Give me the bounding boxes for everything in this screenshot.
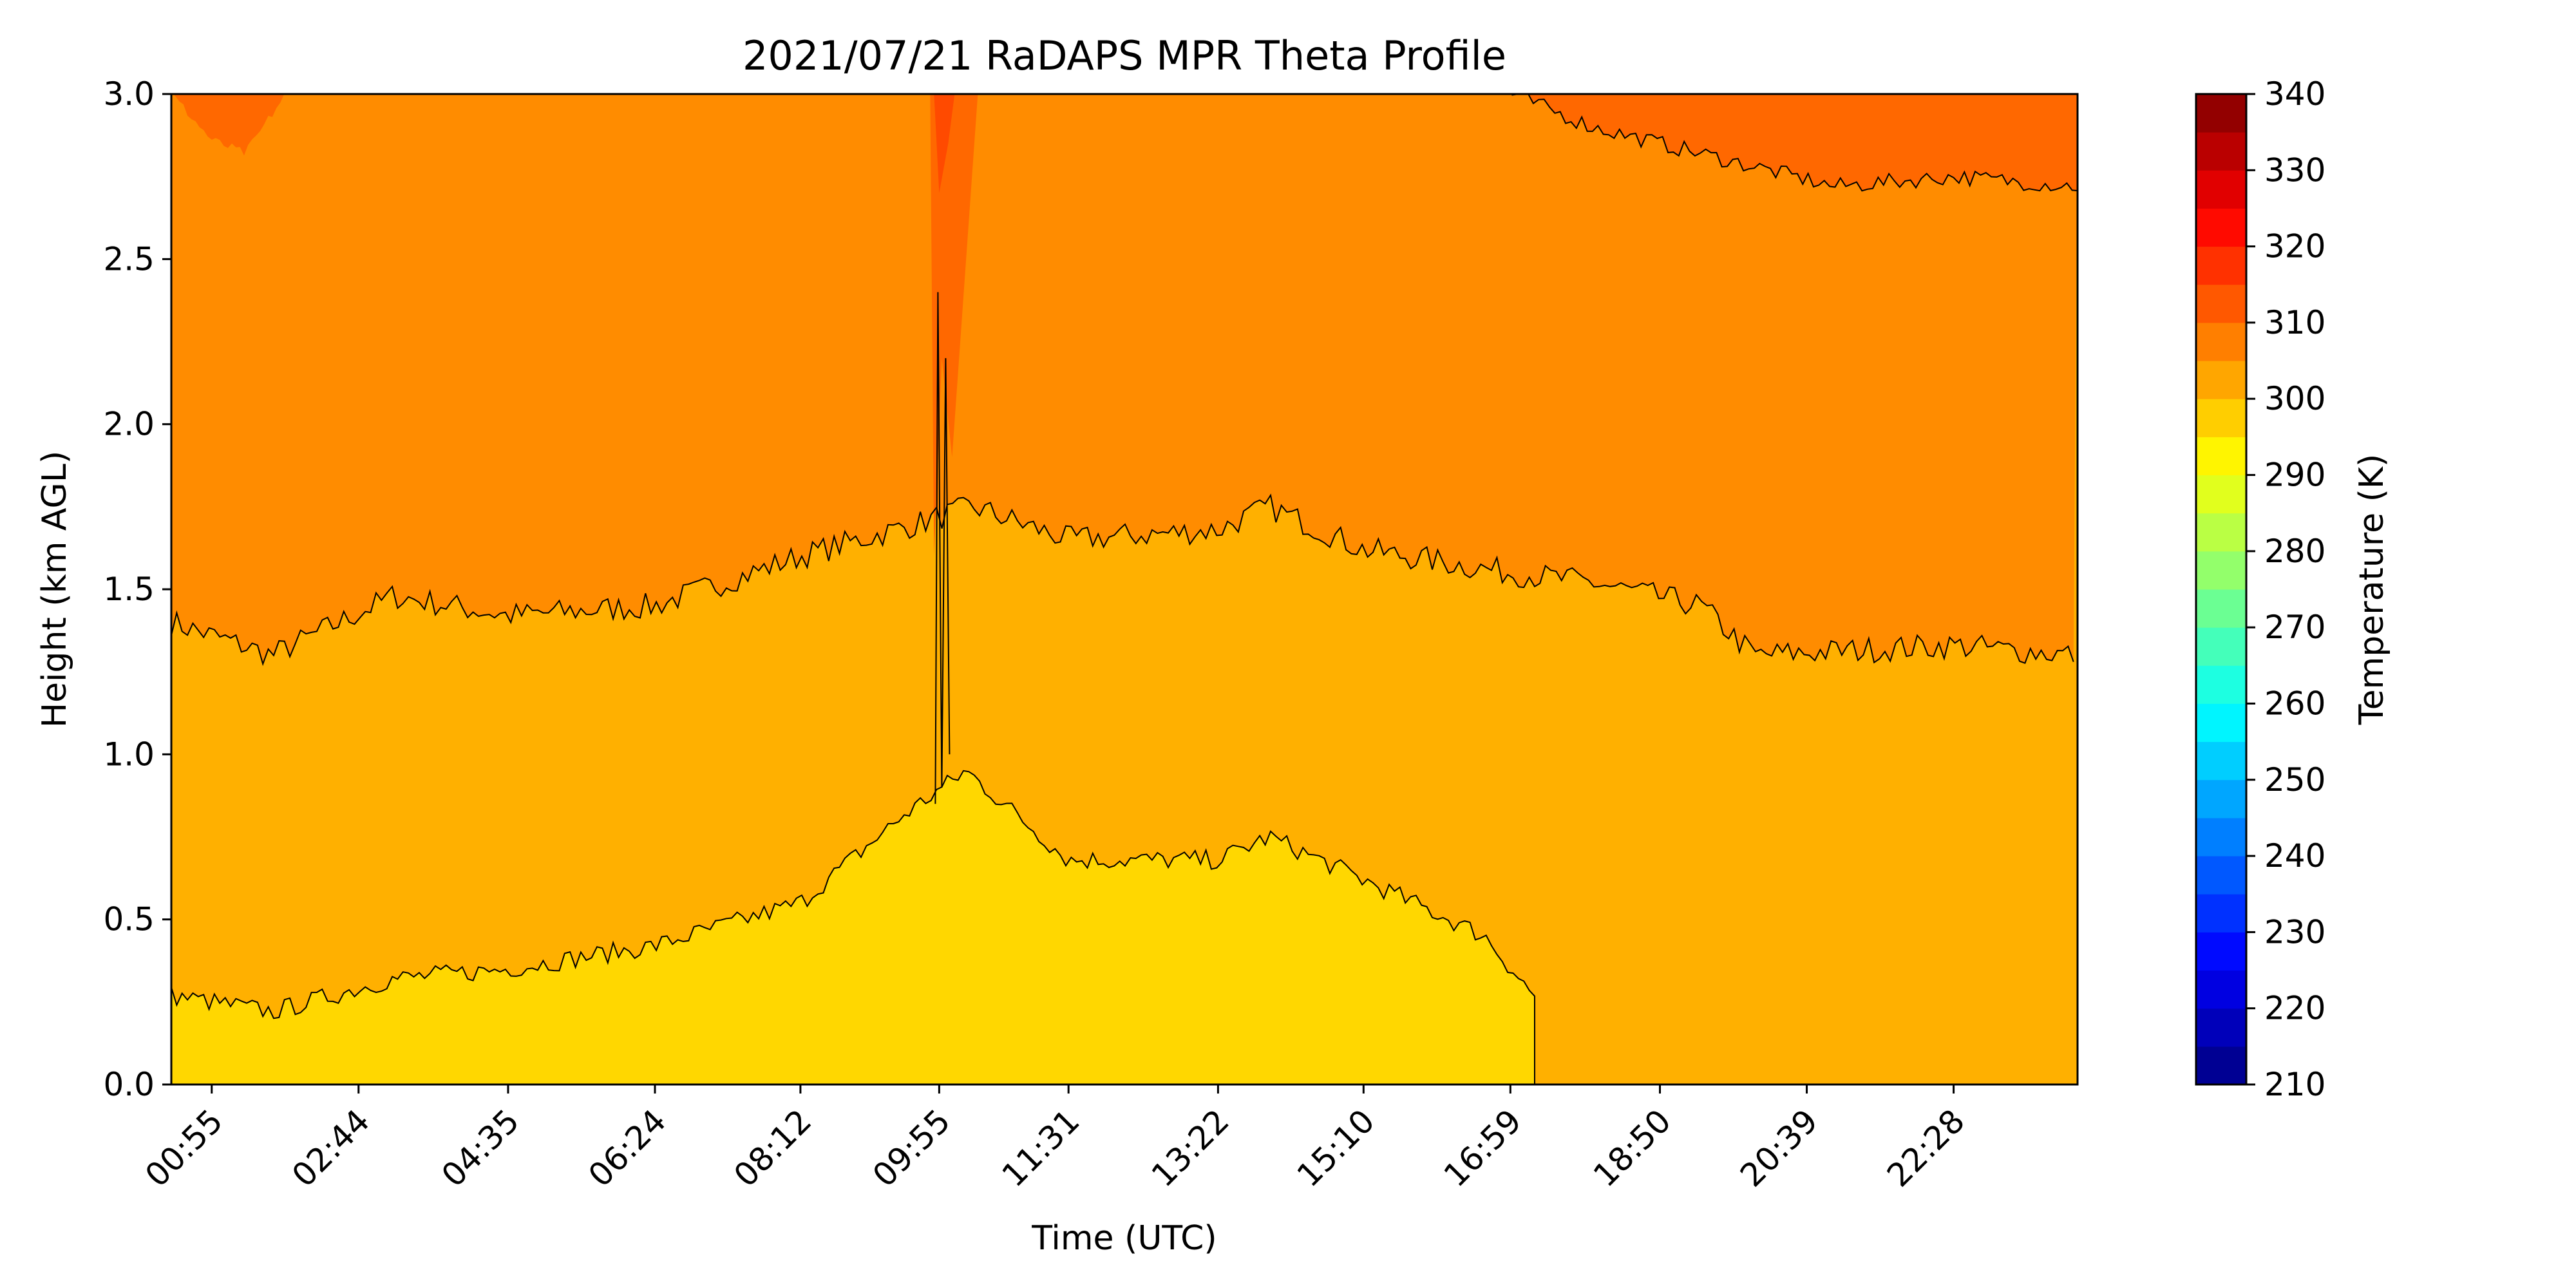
y-axis-label: Height (km AGL): [35, 451, 74, 728]
colorbar-tick-label: 220: [2264, 990, 2325, 1027]
colorbar-tick-label: 240: [2264, 837, 2325, 875]
colorbar-frame: [2195, 93, 2248, 1086]
colorbar-band: [2196, 1046, 2246, 1085]
colorbar-tick-label: 250: [2264, 761, 2325, 799]
colorbar-band: [2196, 513, 2246, 552]
x-axis: 00:55 02:44 04:35 06:24 08:12 09:55 11:31 13:22…: [138, 1084, 1972, 1194]
plot-area: [170, 93, 2079, 1086]
colorbar-band: [2196, 932, 2246, 971]
y-tick-label: 2.0: [103, 406, 155, 443]
colorbar-tick-label: 280: [2264, 533, 2325, 570]
y-tick-label: 1.5: [103, 571, 155, 608]
fill-310-315K-late: [1511, 94, 2078, 191]
colorbar-band: [2196, 741, 2246, 781]
colorbar-band: [2196, 627, 2246, 666]
y-tick-label: 1.0: [103, 735, 155, 773]
colorbar-label: Temperature (K): [2353, 454, 2391, 726]
fill-310-315K-early: [173, 94, 285, 156]
colorbar-band: [2196, 94, 2246, 133]
x-tick-label: 13:22: [1144, 1102, 1236, 1194]
colorbar-band: [2196, 246, 2246, 285]
colorbar-band: [2196, 437, 2246, 476]
y-tick-label: 0.5: [103, 901, 155, 938]
colorbar-tick-label: 310: [2264, 304, 2325, 341]
x-tick-label: 15:10: [1290, 1102, 1382, 1194]
contour-310K: [1511, 94, 2078, 192]
colorbar-band: [2196, 399, 2246, 437]
y-tick-label: 2.5: [103, 240, 155, 278]
colorbar-band: [2196, 475, 2246, 514]
contour-300K: [171, 770, 1535, 1084]
x-tick-label: 02:44: [285, 1102, 377, 1194]
colorbar-band: [2196, 589, 2246, 628]
chart-title: 2021/07/21 RaDAPS MPR Theta Profile: [743, 32, 1506, 79]
y-tick-label: 0.0: [103, 1066, 155, 1103]
colorbar-band: [2196, 361, 2246, 399]
x-tick-label: 18:50: [1586, 1102, 1678, 1194]
fill-305-310K: [171, 94, 2078, 664]
contour-spike: [934, 292, 951, 804]
colorbar-tick-label: 330: [2264, 151, 2325, 189]
colorbar-band: [2196, 1008, 2246, 1047]
colorbar-band: [2196, 132, 2246, 171]
y-tick-label: 3.0: [103, 75, 155, 113]
colorbar-band: [2196, 817, 2246, 857]
colorbar-tick-label: 260: [2264, 685, 2325, 722]
x-tick-label: 11:31: [995, 1102, 1087, 1194]
colorbar-tick-label: 210: [2264, 1066, 2325, 1103]
colorbar-band: [2196, 970, 2246, 1009]
colorbar-tick-label: 320: [2264, 228, 2325, 265]
colorbar-band: [2196, 703, 2246, 743]
colorbar-tick-label: 300: [2264, 380, 2325, 417]
x-tick-label: 04:35: [435, 1102, 527, 1194]
fill-295-300K: [171, 770, 1535, 1084]
x-tick-label: 22:28: [1880, 1102, 1972, 1194]
colorbar-band: [2196, 170, 2246, 209]
fill-spike-outer: [930, 94, 978, 556]
colorbar: 210 220 230 240 250 260 270 280 290 300 310 320 330 3…: [2195, 75, 2391, 1103]
x-tick-label: 00:55: [138, 1102, 230, 1194]
colorbar-band: [2196, 894, 2246, 933]
x-tick-label: 20:39: [1733, 1102, 1825, 1194]
x-tick-label: 09:55: [866, 1102, 958, 1194]
colorbar-band: [2196, 856, 2246, 895]
x-tick-label: 06:24: [582, 1102, 674, 1194]
colorbar-band: [2196, 208, 2246, 247]
colorbar-tick-label: 270: [2264, 609, 2325, 646]
x-tick-label: 08:12: [726, 1102, 819, 1194]
fill-spike-inner: [934, 94, 955, 193]
colorbar-band: [2196, 779, 2246, 819]
colorbar-band: [2196, 322, 2246, 361]
colorbar-tick-label: 340: [2264, 75, 2325, 113]
y-axis: 0.0 0.5 1.0 1.5 2.0 2.5 3.0: [103, 75, 171, 1103]
colorbar-band: [2196, 665, 2246, 704]
colorbar-band: [2196, 284, 2246, 323]
contour-305K: [171, 493, 2074, 667]
x-tick-label: 16:59: [1437, 1102, 1529, 1194]
colorbar-tick-label: 230: [2264, 913, 2325, 951]
x-axis-label: Time (UTC): [1031, 1219, 1217, 1258]
colorbar-tick-label: 290: [2264, 457, 2325, 494]
colorbar-band: [2196, 551, 2246, 590]
